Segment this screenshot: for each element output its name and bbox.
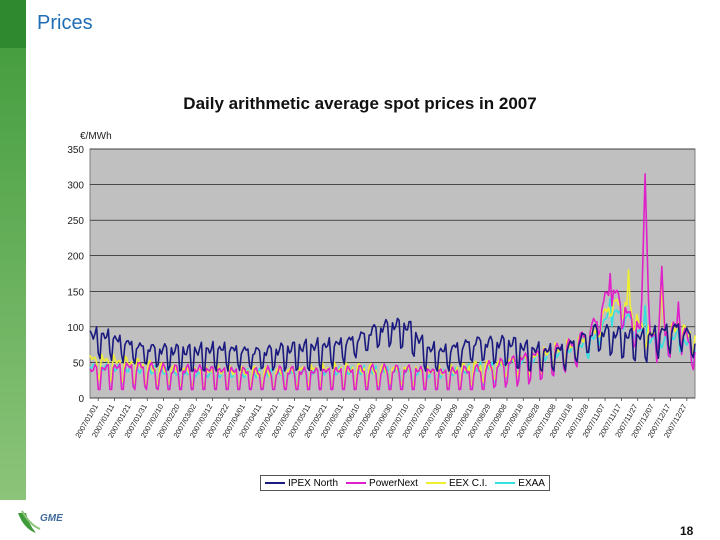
legend-item: EXAA [495, 478, 545, 489]
legend-swatch [346, 482, 367, 484]
legend-item: EEX C.I. [425, 477, 488, 489]
page-number: 18 [680, 524, 694, 538]
chart-legend: IPEX North PowerNext EEX C.I. EXAA [260, 475, 550, 491]
y-tick-label: 50 [73, 358, 85, 369]
y-tick-label: 300 [67, 181, 84, 192]
side-accent-bar [0, 0, 26, 500]
plot-layer: 050100150200250300350€/MWh2007/01/012007… [67, 131, 696, 440]
legend-label: EEX C.I. [448, 477, 488, 489]
legend-item: PowerNext [346, 478, 418, 489]
legend-swatch [495, 482, 516, 484]
series-line-powernext [89, 173, 696, 391]
legend-item: IPEX North [265, 478, 338, 489]
y-tick-label: 350 [67, 145, 84, 156]
side-accent-top [0, 0, 26, 48]
gme-logo: GME [18, 510, 63, 533]
plot-area [89, 148, 696, 399]
chart-title: Daily arithmetic average spot prices in … [183, 94, 537, 113]
y-axis-label: €/MWh [80, 131, 112, 142]
legend-swatch [425, 482, 446, 484]
slide-title: Prices [37, 12, 93, 34]
y-tick-label: 200 [67, 252, 84, 263]
legend-label: IPEX North [288, 477, 339, 489]
y-tick-label: 100 [67, 323, 84, 334]
legend-label: PowerNext [369, 477, 418, 489]
series-line-ipex-north [89, 317, 696, 372]
legend-swatch [265, 482, 285, 484]
y-tick-label: 150 [67, 287, 84, 298]
y-tick-label: 0 [78, 394, 84, 405]
y-tick-label: 250 [67, 216, 84, 227]
legend-label: EXAA [518, 477, 545, 489]
logo-text: GME [40, 513, 63, 524]
